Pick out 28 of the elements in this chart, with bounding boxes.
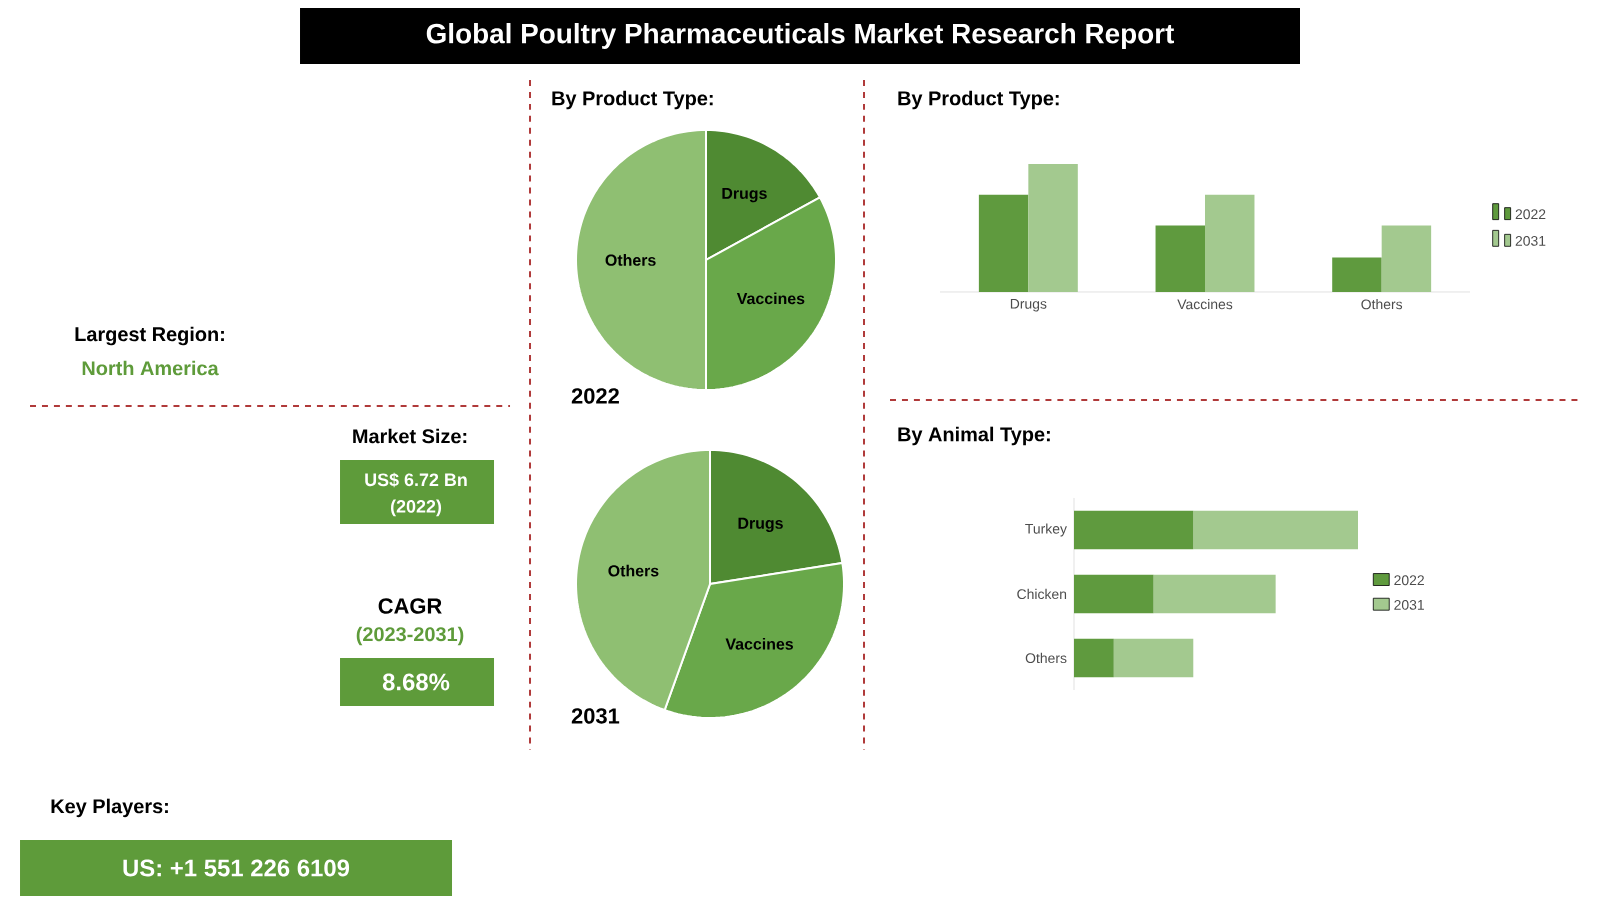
text: US: +1 551 226 6109: [123, 859, 350, 877]
bar: [1332, 257, 1382, 292]
bar: [1205, 194, 1255, 292]
text: North America: [82, 360, 219, 376]
bar: [1074, 510, 1194, 550]
chart-title: By Animal Type:: [898, 426, 1050, 446]
text: (2023-2031): [356, 626, 464, 646]
chart-title: By Product Type:: [898, 90, 1059, 110]
bar: [978, 194, 1029, 292]
bar: [1381, 225, 1432, 292]
text: 8.68%: [382, 673, 450, 691]
text: 2022: [571, 388, 619, 404]
text: Largest Region:: [75, 326, 224, 346]
text: US$ 6.72 Bn: [365, 472, 467, 488]
text: 2031: [571, 708, 620, 724]
bar: [1074, 574, 1154, 614]
bar: [1193, 510, 1358, 550]
text: (2022): [391, 499, 442, 517]
text: Global Poultry Pharmaceuticals Market Research Report: [426, 22, 1174, 49]
text: Key Players:: [51, 798, 168, 818]
bar: [1155, 225, 1205, 292]
bar: [1113, 638, 1194, 678]
text: CAGR: [378, 598, 442, 614]
bar: [1028, 163, 1078, 292]
bar: [1153, 574, 1276, 614]
bar: [1074, 638, 1114, 678]
chart-title: By Product Type:: [552, 90, 713, 110]
text: Market Size:: [353, 428, 467, 444]
